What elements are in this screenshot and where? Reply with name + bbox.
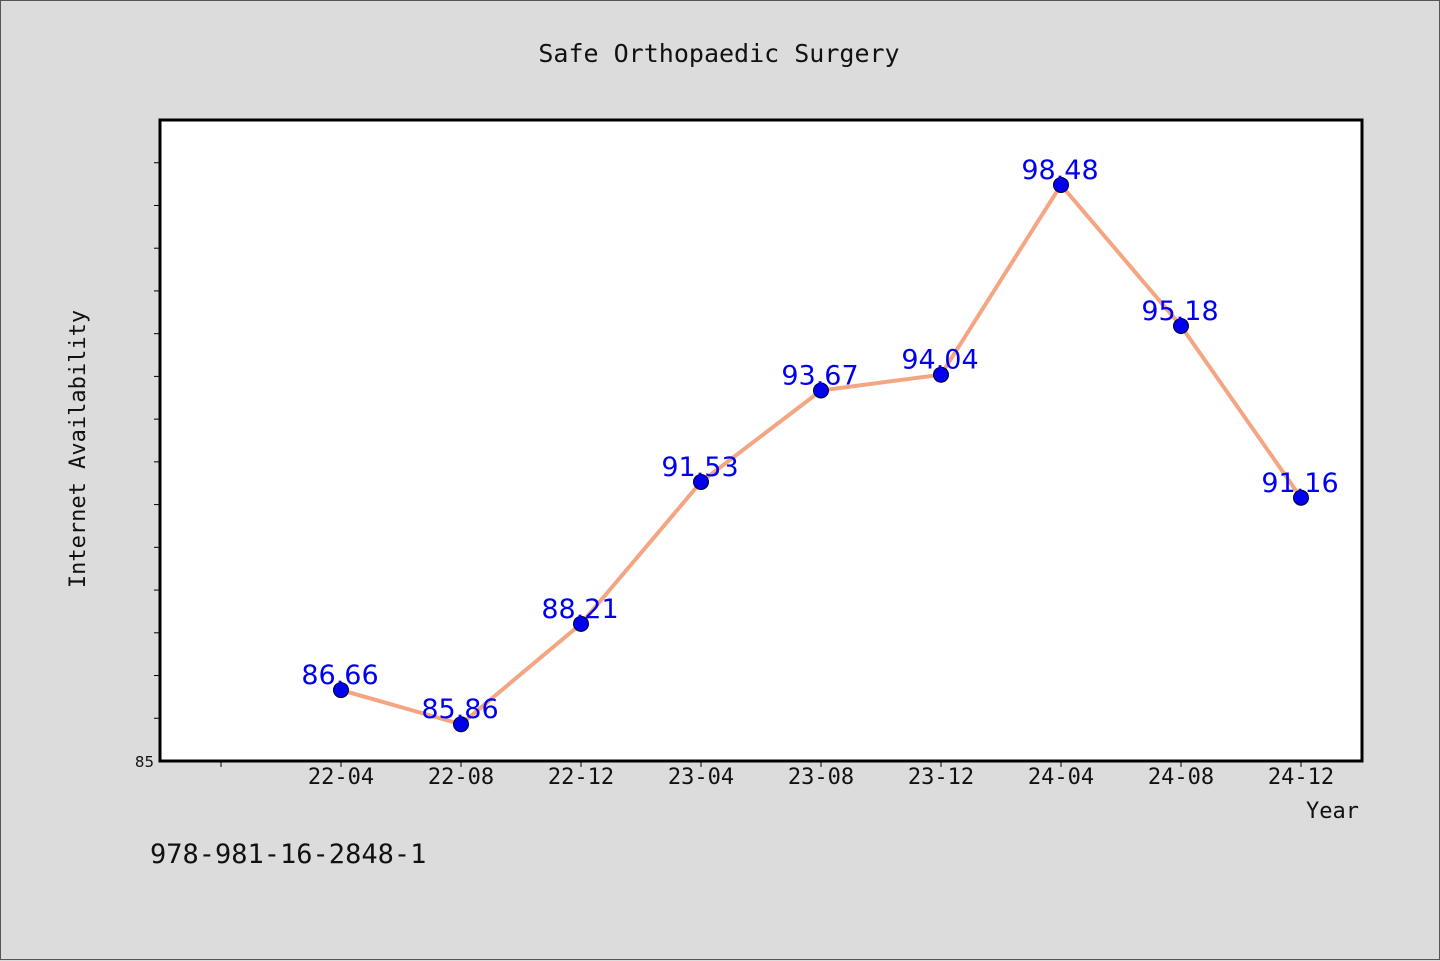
data-label: 88.21 [541, 594, 618, 625]
data-point [933, 366, 949, 383]
data-label: 95.18 [1141, 296, 1218, 327]
data-point [1173, 317, 1189, 334]
isbn-text: 978-981-16-2848-1 [150, 839, 426, 870]
y-axis-min-label: 85 [135, 753, 154, 771]
data-point [813, 382, 829, 399]
data-label: 94.04 [901, 345, 978, 376]
x-tick-label: 24-04 [1028, 765, 1094, 790]
data-point [1293, 489, 1309, 506]
x-tick-label: 24-08 [1148, 765, 1214, 790]
x-axis-title: Year [1306, 799, 1359, 824]
y-axis-title: Internet Availability [66, 310, 91, 588]
x-axis-ticks: 22-04 22-08 22-12 23-04 23-08 23-12 24-04 24-08… [220, 761, 1334, 790]
chart-title: Safe Orthopaedic Surgery [538, 39, 899, 68]
x-tick-label: 22-04 [308, 765, 374, 790]
data-point [573, 615, 589, 632]
data-label: 98.48 [1021, 155, 1098, 186]
x-tick-label: 23-04 [668, 765, 734, 790]
y-axis-ticks [154, 162, 160, 719]
x-tick-label: 24-12 [1268, 765, 1334, 790]
data-label: 91.16 [1261, 468, 1338, 499]
data-label: 86.66 [301, 660, 378, 691]
data-point [333, 682, 349, 699]
x-tick-label: 22-08 [428, 765, 494, 790]
data-point [693, 473, 709, 490]
data-label: 85.86 [421, 694, 498, 725]
data-point [453, 716, 469, 733]
data-label: 91.53 [661, 452, 738, 483]
plot-area [158, 118, 1364, 763]
data-point [1053, 176, 1069, 193]
x-tick-label: 23-12 [908, 765, 974, 790]
x-tick-label: 22-12 [548, 765, 614, 790]
data-label: 93.67 [781, 361, 858, 392]
series-layer: 86.66 85.86 88.21 91.53 93.67 94.04 98.48 95.18… [301, 155, 1339, 733]
x-tick-label: 23-08 [788, 765, 854, 790]
